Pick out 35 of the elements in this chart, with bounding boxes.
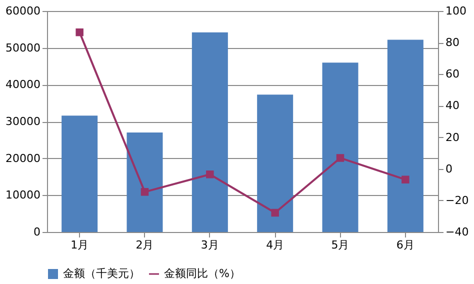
point [402, 176, 410, 184]
bar [192, 32, 228, 232]
y2-tick-label: 100 [446, 4, 466, 18]
x-tick-label: 5月 [331, 238, 350, 252]
y2-tick-label: −20 [446, 194, 469, 207]
y-tick-label: 0 [34, 226, 40, 238]
y2-tick-label: 80 [446, 36, 460, 50]
y-tick-label: 40000 [6, 78, 40, 92]
y2-tick-label: 20 [446, 130, 460, 144]
y-tick-label: 10000 [6, 188, 40, 202]
point [271, 208, 279, 217]
x-tick-label: 6月 [396, 238, 414, 252]
point [336, 154, 344, 162]
bar [257, 94, 294, 232]
y2-tick-label: −40 [446, 226, 469, 238]
point [206, 170, 214, 178]
y2-tick-label: 0 [446, 162, 452, 176]
legend-label: 金额（千美元） [63, 267, 140, 280]
x-tick-label: 4月 [266, 238, 284, 252]
y-tick-label: 60000 [6, 4, 40, 18]
x-tick-label: 2月 [136, 238, 154, 252]
bar [62, 116, 98, 232]
y-tick-label: 30000 [6, 115, 40, 128]
y2-tick-label: 40 [446, 99, 460, 112]
bar [387, 40, 424, 232]
point [76, 28, 84, 36]
legend-label: 金额同比（%） [164, 267, 240, 280]
x-tick-label: 1月 [70, 238, 89, 252]
bar [126, 132, 163, 232]
point [140, 188, 149, 196]
bar [322, 62, 358, 232]
y-tick-label: 50000 [6, 41, 40, 54]
y-tick-label: 20000 [6, 152, 40, 165]
x-tick-label: 3月 [200, 238, 219, 252]
y2-tick-label: 60 [446, 68, 460, 81]
